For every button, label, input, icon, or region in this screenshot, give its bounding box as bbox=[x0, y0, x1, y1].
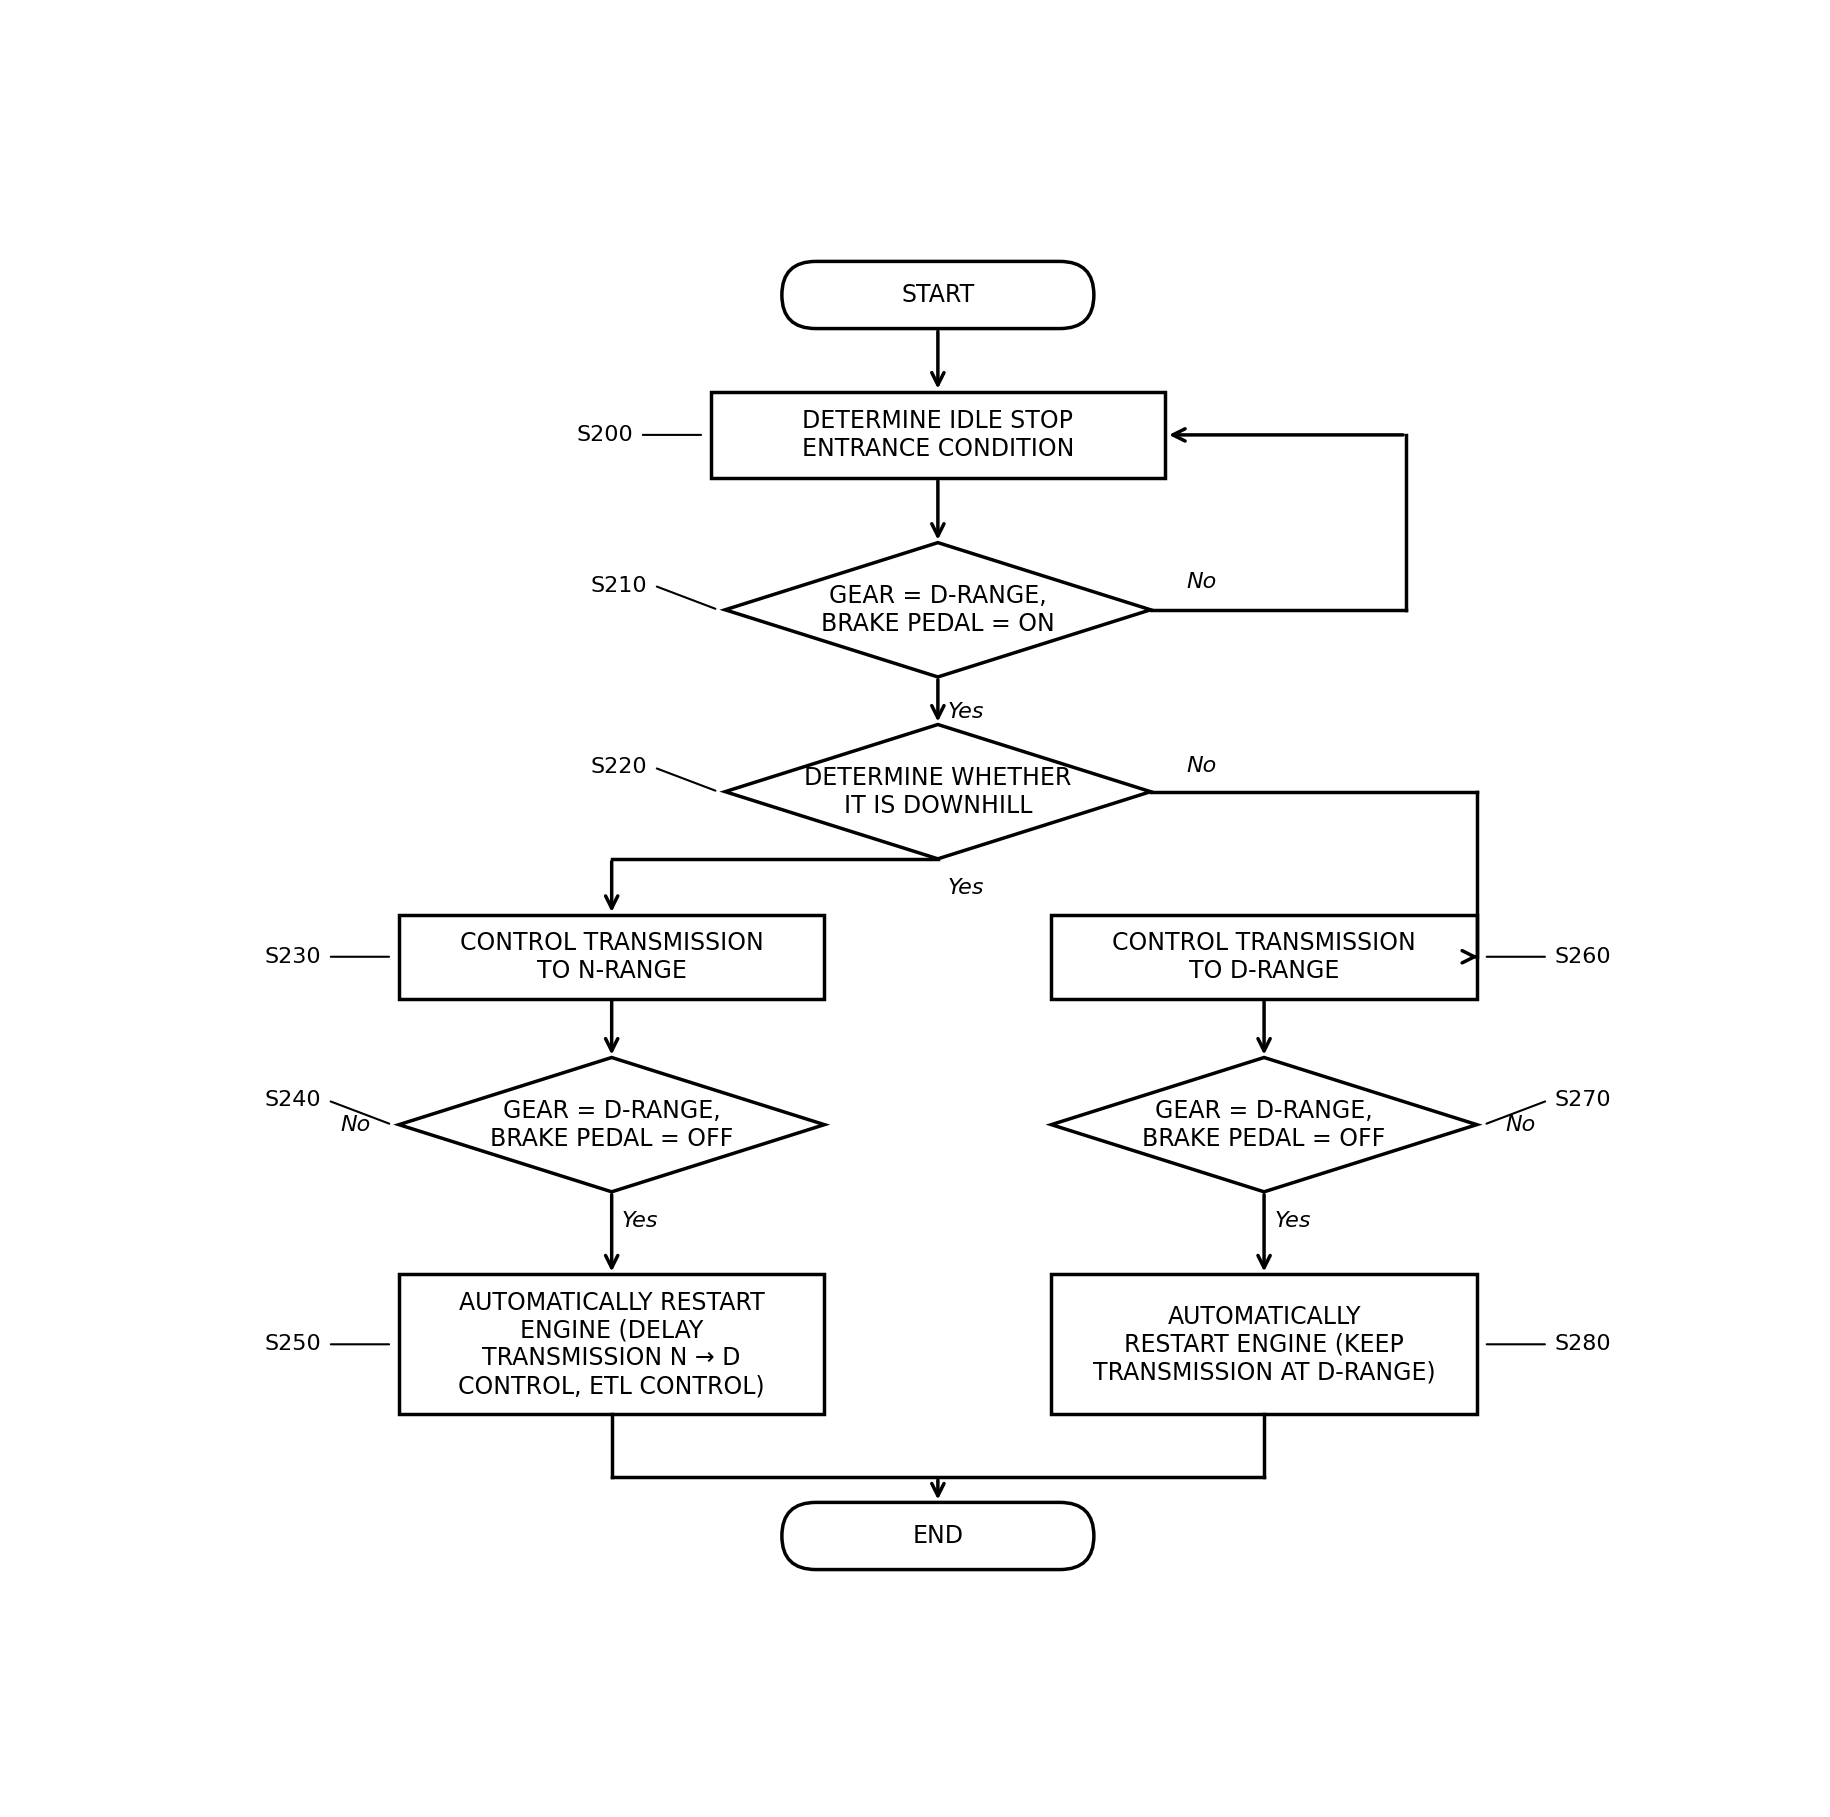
Text: No: No bbox=[1186, 756, 1217, 776]
Text: No: No bbox=[340, 1114, 370, 1134]
Text: S250: S250 bbox=[264, 1334, 320, 1354]
FancyBboxPatch shape bbox=[1050, 1274, 1477, 1414]
Text: S210: S210 bbox=[591, 576, 648, 596]
Text: GEAR = D-RANGE,
BRAKE PEDAL = ON: GEAR = D-RANGE, BRAKE PEDAL = ON bbox=[822, 583, 1054, 636]
Polygon shape bbox=[1050, 1057, 1477, 1192]
FancyBboxPatch shape bbox=[781, 262, 1094, 329]
Text: No: No bbox=[1186, 572, 1217, 592]
Text: CONTROL TRANSMISSION
TO D-RANGE: CONTROL TRANSMISSION TO D-RANGE bbox=[1113, 930, 1416, 983]
Text: GEAR = D-RANGE,
BRAKE PEDAL = OFF: GEAR = D-RANGE, BRAKE PEDAL = OFF bbox=[1142, 1099, 1385, 1150]
Text: GEAR = D-RANGE,
BRAKE PEDAL = OFF: GEAR = D-RANGE, BRAKE PEDAL = OFF bbox=[490, 1099, 734, 1150]
Text: S280: S280 bbox=[1556, 1334, 1612, 1354]
Text: S270: S270 bbox=[1556, 1090, 1612, 1110]
FancyBboxPatch shape bbox=[399, 1274, 825, 1414]
Polygon shape bbox=[725, 725, 1151, 859]
Text: START: START bbox=[900, 283, 975, 307]
Text: Yes: Yes bbox=[622, 1212, 659, 1232]
FancyBboxPatch shape bbox=[710, 391, 1164, 478]
Text: AUTOMATICALLY
RESTART ENGINE (KEEP
TRANSMISSION AT D-RANGE): AUTOMATICALLY RESTART ENGINE (KEEP TRANS… bbox=[1093, 1305, 1435, 1385]
FancyBboxPatch shape bbox=[399, 914, 825, 999]
Text: S260: S260 bbox=[1556, 947, 1612, 967]
Text: Yes: Yes bbox=[948, 878, 985, 898]
Text: END: END bbox=[913, 1524, 963, 1548]
Text: DETERMINE IDLE STOP
ENTRANCE CONDITION: DETERMINE IDLE STOP ENTRANCE CONDITION bbox=[802, 409, 1074, 462]
Text: AUTOMATICALLY RESTART
ENGINE (DELAY
TRANSMISSION N → D
CONTROL, ETL CONTROL): AUTOMATICALLY RESTART ENGINE (DELAY TRAN… bbox=[458, 1290, 765, 1397]
Text: S220: S220 bbox=[591, 758, 648, 778]
Text: S230: S230 bbox=[264, 947, 320, 967]
Text: No: No bbox=[1504, 1114, 1535, 1134]
Text: Yes: Yes bbox=[1274, 1212, 1310, 1232]
Text: CONTROL TRANSMISSION
TO N-RANGE: CONTROL TRANSMISSION TO N-RANGE bbox=[459, 930, 763, 983]
Text: Yes: Yes bbox=[948, 701, 985, 721]
FancyBboxPatch shape bbox=[1050, 914, 1477, 999]
FancyBboxPatch shape bbox=[781, 1503, 1094, 1570]
Polygon shape bbox=[725, 543, 1151, 678]
Text: S200: S200 bbox=[576, 425, 633, 445]
Polygon shape bbox=[399, 1057, 825, 1192]
Text: S240: S240 bbox=[264, 1090, 320, 1110]
Text: DETERMINE WHETHER
IT IS DOWNHILL: DETERMINE WHETHER IT IS DOWNHILL bbox=[803, 765, 1072, 818]
